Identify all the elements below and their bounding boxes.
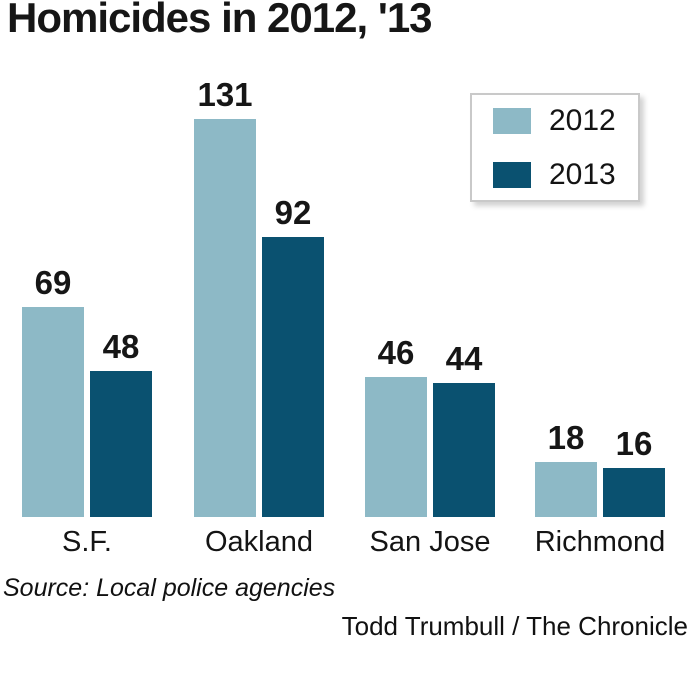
- value-label-2012-richmond: 18: [547, 419, 585, 456]
- bar-2013-richmond: [603, 468, 665, 517]
- bar-chart: 69 48 S.F. 131 92 Oakland 46 44 San Jose 18 16 Rich…: [22, 76, 665, 558]
- bar-2012-richmond: [535, 462, 597, 517]
- value-label-2013-san-jose: 44: [445, 340, 483, 377]
- value-label-2012-oakland: 131: [197, 76, 253, 113]
- bar-2012-oakland: [194, 119, 256, 517]
- legend-label-2012: 2012: [549, 103, 616, 137]
- legend-label-2013: 2013: [549, 157, 616, 191]
- chart-title: Homicides in 2012, '13: [7, 0, 433, 41]
- bar-2013-oakland: [262, 237, 324, 517]
- legend-row-2013: 2013: [493, 158, 638, 192]
- legend-swatch-2013: [493, 161, 531, 188]
- category-label-oakland: Oakland: [204, 526, 314, 558]
- value-label-2013-s-f: 48: [102, 328, 140, 365]
- legend: 2012 2013: [470, 93, 640, 202]
- value-label-2013-richmond: 16: [615, 425, 653, 462]
- value-label-2012-san-jose: 46: [377, 334, 415, 371]
- category-label-san-jose: San Jose: [369, 526, 491, 558]
- bar-2012-s-f: [22, 307, 84, 517]
- category-label-s-f: S.F.: [62, 526, 112, 558]
- value-label-2013-oakland: 92: [274, 194, 312, 231]
- bar-2013-san-jose: [433, 383, 495, 517]
- bar-2012-san-jose: [365, 377, 427, 517]
- legend-row-2012: 2012: [493, 104, 638, 138]
- bar-2013-s-f: [90, 371, 152, 517]
- source-note: Source: Local police agencies: [3, 574, 336, 602]
- legend-swatch-2012: [493, 107, 531, 134]
- credit-note: Todd Trumbull / The Chronicle: [341, 611, 688, 641]
- value-label-2012-s-f: 69: [34, 264, 72, 301]
- category-label-richmond: Richmond: [534, 526, 666, 558]
